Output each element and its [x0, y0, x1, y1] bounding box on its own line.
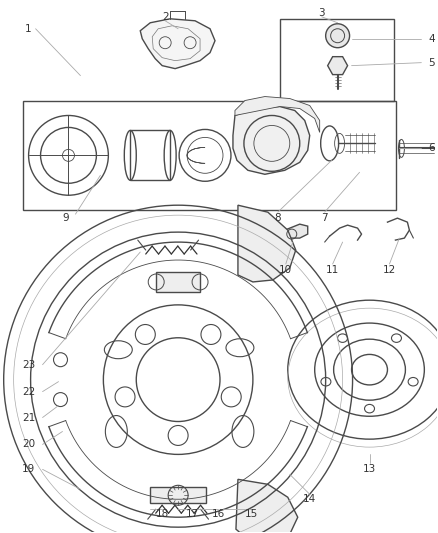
Text: 11: 11 — [326, 265, 339, 275]
Text: 9: 9 — [62, 213, 69, 223]
Polygon shape — [140, 19, 215, 69]
Text: 10: 10 — [279, 265, 292, 275]
Bar — [130, 131, 170, 180]
Text: 17: 17 — [185, 509, 199, 519]
Bar — [23, 101, 396, 210]
Text: 19: 19 — [22, 464, 35, 474]
Text: 8: 8 — [275, 213, 281, 223]
Text: 6: 6 — [428, 143, 434, 154]
Polygon shape — [285, 224, 308, 238]
Bar — [150, 487, 206, 503]
Polygon shape — [236, 479, 298, 533]
Text: 20: 20 — [22, 439, 35, 449]
Text: 15: 15 — [245, 509, 258, 519]
Bar — [280, 19, 395, 101]
Text: 5: 5 — [428, 58, 434, 68]
Text: 22: 22 — [22, 386, 35, 397]
Text: 3: 3 — [318, 8, 325, 18]
Text: 7: 7 — [321, 213, 328, 223]
Polygon shape — [233, 107, 310, 174]
Text: 21: 21 — [22, 413, 35, 423]
Polygon shape — [328, 56, 348, 75]
Text: 13: 13 — [363, 464, 376, 474]
Polygon shape — [238, 205, 296, 282]
Polygon shape — [235, 96, 320, 132]
Text: 12: 12 — [383, 265, 396, 275]
Circle shape — [326, 24, 350, 47]
Bar — [156, 272, 200, 292]
Text: 1: 1 — [25, 24, 32, 34]
Text: 23: 23 — [22, 360, 35, 370]
Text: 16: 16 — [212, 509, 225, 519]
Text: 14: 14 — [303, 494, 316, 504]
Text: 18: 18 — [155, 509, 169, 519]
Text: 2: 2 — [162, 12, 169, 22]
Text: 4: 4 — [428, 34, 434, 44]
